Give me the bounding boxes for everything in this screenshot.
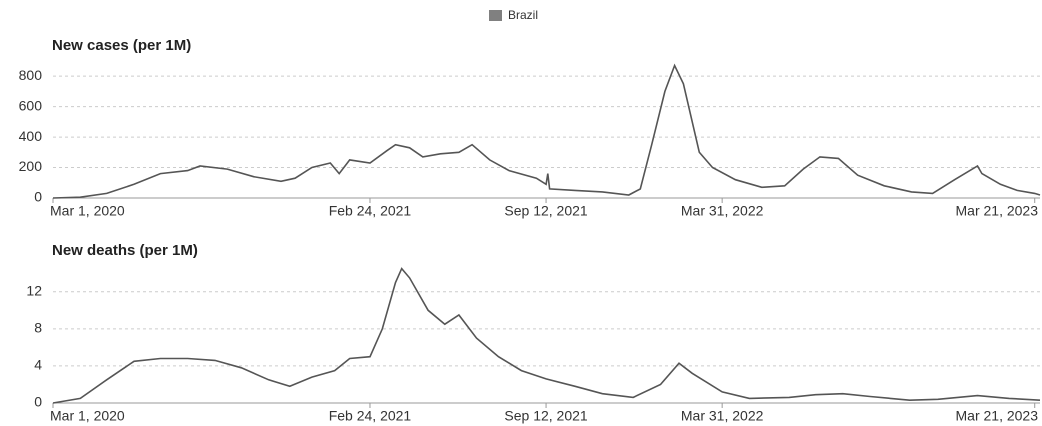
x-tick-label: Mar 31, 2022	[681, 408, 764, 424]
x-tick-label: Mar 31, 2022	[681, 203, 764, 219]
chart-title: New deaths (per 1M)	[52, 242, 198, 259]
y-tick-label: 200	[19, 158, 43, 174]
legend-label: Brazil	[508, 8, 538, 22]
x-tick-label: Mar 21, 2023	[956, 408, 1039, 424]
y-tick-label: 8	[34, 320, 42, 336]
y-tick-label: 400	[19, 128, 43, 144]
x-tick-label: Mar 1, 2020	[50, 203, 125, 219]
y-tick-label: 0	[34, 394, 42, 410]
series-line	[52, 267, 1041, 404]
x-tick-label: Sep 12, 2021	[504, 408, 588, 424]
y-tick-label: 0	[34, 189, 42, 205]
x-tick-label: Mar 21, 2023	[956, 203, 1039, 219]
y-tick-label: 600	[19, 97, 43, 113]
x-tick-label: Feb 24, 2021	[329, 408, 412, 424]
chart-title: New cases (per 1M)	[52, 37, 191, 54]
series-line	[52, 63, 1041, 199]
y-tick-label: 12	[26, 283, 42, 299]
x-tick-label: Sep 12, 2021	[504, 203, 588, 219]
legend-swatch	[489, 10, 502, 21]
y-tick-label: 800	[19, 67, 43, 83]
x-tick-label: Mar 1, 2020	[50, 408, 125, 424]
y-tick-label: 4	[34, 357, 42, 373]
x-tick-label: Feb 24, 2021	[329, 203, 412, 219]
